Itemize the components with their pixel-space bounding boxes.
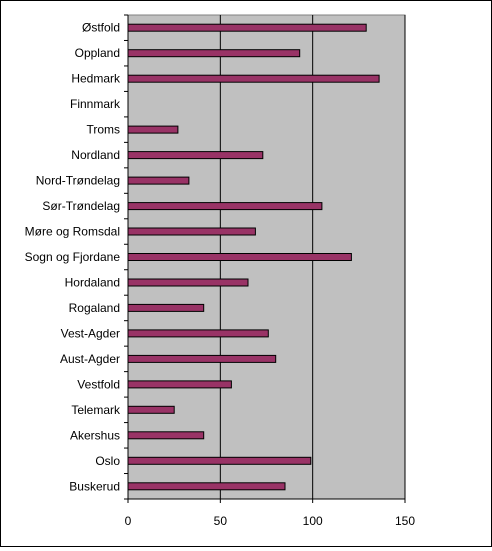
category-label: Buskerud [69,479,120,493]
category-label: Troms [86,123,120,137]
category-label: Nordland [71,148,120,162]
category-label: Oppland [75,46,120,60]
bar [127,482,286,491]
category-label: Vest-Agder [61,326,120,340]
bar [127,176,190,185]
x-tick-label: 150 [395,514,415,528]
bar [127,303,205,312]
category-label: Østfold [82,21,120,35]
bar [127,74,380,83]
category-label: Møre og Romsdal [25,225,120,239]
category-label: Sogn og Fjordane [25,250,121,264]
bar [127,253,352,261]
bar [127,227,256,236]
bar [127,151,264,160]
bar [127,354,277,363]
category-label: Hordaland [65,276,120,290]
bar [127,125,179,134]
category-label: Telemark [71,403,121,417]
category-label: Oslo [95,454,120,468]
x-tick-label: 100 [303,514,323,528]
bar [127,405,175,414]
category-label: Hedmark [71,72,121,86]
x-tick-label: 0 [125,514,132,528]
category-label: Akershus [70,428,120,442]
category-label: Finnmark [70,97,121,111]
category-label: Nord-Trøndelag [36,174,120,188]
bar [127,278,249,287]
bar [127,49,301,58]
bar [127,431,205,440]
bar [127,202,323,211]
category-label: Vestfold [77,377,120,391]
bar [127,380,232,389]
bar [127,329,269,338]
bar [127,456,312,465]
category-label: Sør-Trøndelag [42,199,120,213]
x-tick-label: 50 [214,514,228,528]
category-label: Aust-Agder [60,352,120,366]
bar [127,23,367,32]
category-label: Rogaland [69,301,120,315]
